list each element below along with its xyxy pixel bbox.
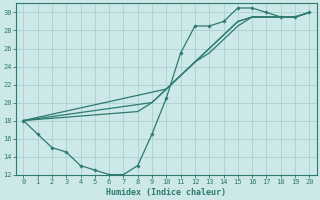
X-axis label: Humidex (Indice chaleur): Humidex (Indice chaleur) [106, 188, 226, 197]
